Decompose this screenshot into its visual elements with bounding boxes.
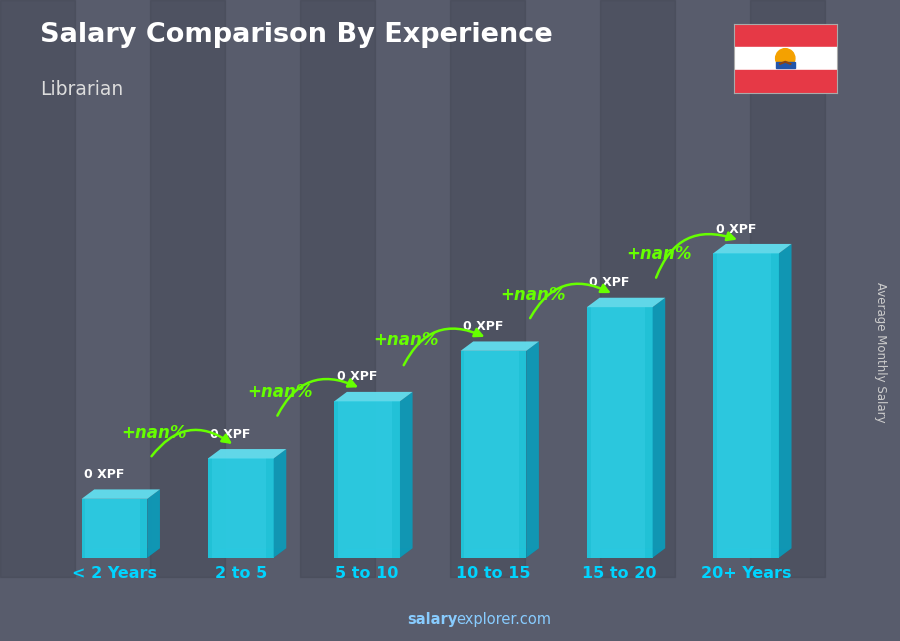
Polygon shape [82,548,160,558]
Polygon shape [713,244,791,253]
Text: +nan%: +nan% [626,246,691,263]
Text: 0 XPF: 0 XPF [590,276,630,289]
Polygon shape [590,307,645,558]
Polygon shape [587,548,665,558]
Polygon shape [86,499,140,558]
Bar [225,0,300,577]
Bar [675,0,750,577]
Text: 0 XPF: 0 XPF [85,468,124,481]
Bar [525,0,600,577]
Bar [75,0,150,577]
Bar [150,0,225,577]
Polygon shape [461,548,539,558]
Polygon shape [274,449,286,558]
Polygon shape [461,351,526,558]
Bar [734,24,837,47]
Polygon shape [334,548,412,558]
Polygon shape [208,449,286,458]
Polygon shape [652,297,665,558]
Polygon shape [587,297,665,307]
Text: +nan%: +nan% [121,424,186,442]
Bar [300,0,375,577]
Polygon shape [464,351,518,558]
Polygon shape [587,307,652,558]
Polygon shape [461,342,539,351]
Bar [375,0,450,577]
Text: Salary Comparison By Experience: Salary Comparison By Experience [40,22,554,49]
Text: 0 XPF: 0 XPF [716,222,756,235]
Polygon shape [334,401,400,558]
Polygon shape [82,490,160,499]
Polygon shape [713,253,778,558]
Text: salary: salary [407,612,457,627]
Bar [734,70,837,93]
Text: Average Monthly Salary: Average Monthly Salary [874,282,886,423]
Bar [776,62,795,68]
Polygon shape [338,401,392,558]
Circle shape [776,49,795,68]
Bar [600,0,675,577]
Polygon shape [400,392,412,558]
Polygon shape [778,244,791,558]
Polygon shape [208,548,286,558]
Text: Librarian: Librarian [40,80,124,99]
Bar [825,0,900,577]
Polygon shape [526,342,539,558]
Text: 0 XPF: 0 XPF [211,428,251,440]
Text: +nan%: +nan% [500,286,565,304]
Bar [450,0,525,577]
Bar [0,0,75,577]
Text: 0 XPF: 0 XPF [337,370,377,383]
Bar [734,47,837,70]
Bar [750,0,825,577]
Polygon shape [82,499,148,558]
Polygon shape [713,548,791,558]
Text: explorer.com: explorer.com [456,612,552,627]
Polygon shape [208,458,274,558]
Text: salaryexplorer.com: salaryexplorer.com [0,640,1,641]
Text: +nan%: +nan% [248,383,312,401]
Text: +nan%: +nan% [374,331,439,349]
Polygon shape [717,253,771,558]
Text: 0 XPF: 0 XPF [464,320,503,333]
Polygon shape [212,458,266,558]
Polygon shape [334,392,412,401]
Polygon shape [148,490,160,558]
